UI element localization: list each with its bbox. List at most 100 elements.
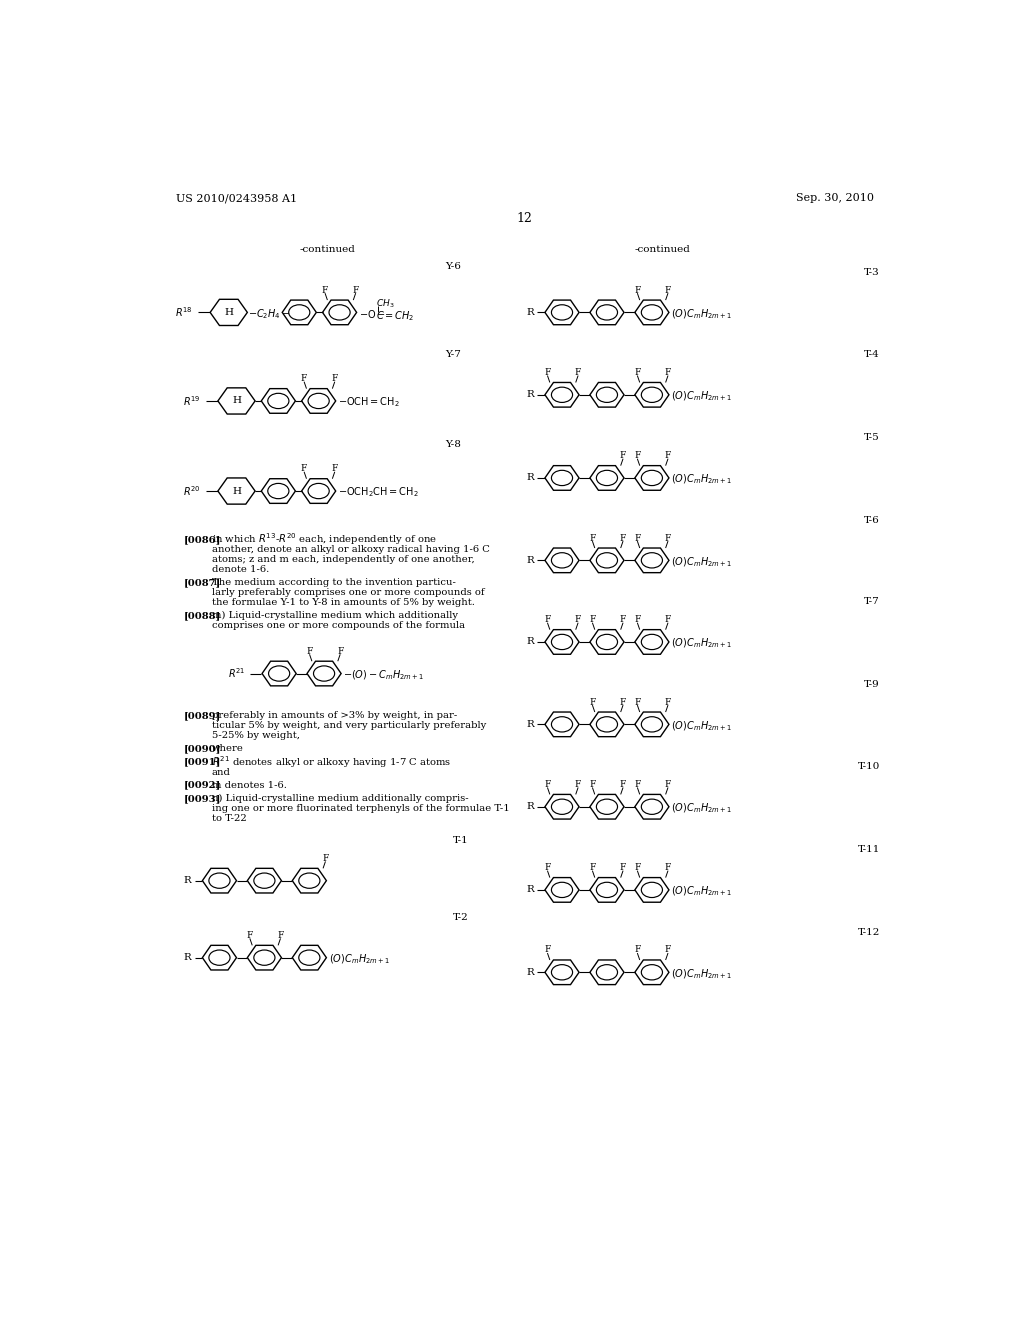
Text: $R^{21}$: $R^{21}$ xyxy=(227,667,245,680)
Text: R: R xyxy=(526,556,535,565)
Text: [0086]: [0086] xyxy=(183,535,221,544)
Text: larly preferably comprises one or more compounds of: larly preferably comprises one or more c… xyxy=(212,589,484,597)
Text: T-6: T-6 xyxy=(864,516,880,525)
Text: F: F xyxy=(589,533,596,543)
Text: F: F xyxy=(301,465,307,473)
Text: F: F xyxy=(620,615,627,624)
Text: F: F xyxy=(634,863,641,873)
Text: ing one or more fluorinated terphenyls of the formulae T-1: ing one or more fluorinated terphenyls o… xyxy=(212,804,510,813)
Text: [0093]: [0093] xyxy=(183,793,221,803)
Text: US 2010/0243958 A1: US 2010/0243958 A1 xyxy=(176,194,297,203)
Text: T-4: T-4 xyxy=(864,350,880,359)
Text: $-\mathrm{OCH}_2\mathrm{CH}{=}\mathrm{CH}_2$: $-\mathrm{OCH}_2\mathrm{CH}{=}\mathrm{CH… xyxy=(338,486,419,499)
Text: F: F xyxy=(634,615,641,624)
Text: F: F xyxy=(589,863,596,873)
Text: $(O)C_mH_{2m+1}$: $(O)C_mH_{2m+1}$ xyxy=(672,719,732,733)
Text: R: R xyxy=(183,876,191,886)
Text: F: F xyxy=(620,697,627,706)
Text: T-2: T-2 xyxy=(454,913,469,923)
Text: $(O)C_mH_{2m+1}$: $(O)C_mH_{2m+1}$ xyxy=(672,389,732,403)
Text: R: R xyxy=(526,886,535,895)
Text: $R^{20}$: $R^{20}$ xyxy=(183,484,201,498)
Text: Sep. 30, 2010: Sep. 30, 2010 xyxy=(796,194,873,203)
Text: F: F xyxy=(620,863,627,873)
Text: denote 1-6.: denote 1-6. xyxy=(212,565,269,574)
Text: F: F xyxy=(665,945,671,954)
Text: $(O)C_mH_{2m+1}$: $(O)C_mH_{2m+1}$ xyxy=(672,636,732,651)
Text: F: F xyxy=(337,647,343,656)
Text: comprises one or more compounds of the formula: comprises one or more compounds of the f… xyxy=(212,622,465,630)
Text: The medium according to the invention particu-: The medium according to the invention pa… xyxy=(212,578,456,587)
Text: [0090]: [0090] xyxy=(183,744,221,754)
Text: F: F xyxy=(545,863,551,873)
Text: $-C_2H_4-$: $-C_2H_4-$ xyxy=(248,308,291,321)
Text: F: F xyxy=(352,285,358,294)
Text: F: F xyxy=(545,945,551,954)
Text: F: F xyxy=(574,615,582,624)
Text: F: F xyxy=(665,615,671,624)
Text: F: F xyxy=(620,533,627,543)
Text: T-10: T-10 xyxy=(857,762,880,771)
Text: [0089]: [0089] xyxy=(183,711,221,721)
Text: F: F xyxy=(545,615,551,624)
Text: F: F xyxy=(634,533,641,543)
Text: F: F xyxy=(574,368,582,378)
Text: H: H xyxy=(224,308,233,317)
Text: F: F xyxy=(634,368,641,378)
Text: atoms; z and m each, independently of one another,: atoms; z and m each, independently of on… xyxy=(212,556,474,564)
Text: F: F xyxy=(589,780,596,789)
Text: F: F xyxy=(545,368,551,378)
Text: F: F xyxy=(589,615,596,624)
Text: [0092]: [0092] xyxy=(183,780,221,789)
Text: 12: 12 xyxy=(517,213,532,224)
Text: F: F xyxy=(634,945,641,954)
Text: F: F xyxy=(634,285,641,294)
Text: ticular 5% by weight, and very particularly preferably: ticular 5% by weight, and very particula… xyxy=(212,722,486,730)
Text: [0091]: [0091] xyxy=(183,758,221,767)
Text: $(O)C_mH_{2m+1}$: $(O)C_mH_{2m+1}$ xyxy=(672,556,732,569)
Text: F: F xyxy=(545,780,551,789)
Text: F: F xyxy=(665,533,671,543)
Text: F: F xyxy=(665,780,671,789)
Text: $-(O)-C_mH_{2m+1}$: $-(O)-C_mH_{2m+1}$ xyxy=(343,668,425,682)
Text: m denotes 1-6.: m denotes 1-6. xyxy=(212,780,287,789)
Text: R: R xyxy=(526,474,535,482)
Text: $(O)C_mH_{2m+1}$: $(O)C_mH_{2m+1}$ xyxy=(672,308,732,321)
Text: F: F xyxy=(665,863,671,873)
Text: T-7: T-7 xyxy=(864,598,880,606)
Text: F: F xyxy=(323,854,329,863)
Text: F: F xyxy=(322,285,329,294)
Text: -continued: -continued xyxy=(635,244,690,253)
Text: T-11: T-11 xyxy=(857,845,880,854)
Text: $CH_3$: $CH_3$ xyxy=(376,298,394,310)
Text: $-\mathrm{O}-$: $-\mathrm{O}-$ xyxy=(359,308,386,319)
Text: F: F xyxy=(306,647,312,656)
Text: $(O)C_mH_{2m+1}$: $(O)C_mH_{2m+1}$ xyxy=(672,884,732,898)
Text: preferably in amounts of >3% by weight, in par-: preferably in amounts of >3% by weight, … xyxy=(212,711,457,721)
Text: and: and xyxy=(212,768,230,776)
Text: R: R xyxy=(526,803,535,812)
Text: Y-7: Y-7 xyxy=(445,350,461,359)
Text: F: F xyxy=(634,697,641,706)
Text: F: F xyxy=(589,697,596,706)
Text: H: H xyxy=(232,487,241,495)
Text: m) Liquid-crystalline medium which additionally: m) Liquid-crystalline medium which addit… xyxy=(212,611,458,620)
Text: $R^{19}$: $R^{19}$ xyxy=(183,395,201,408)
Text: another, denote an alkyl or alkoxy radical having 1-6 C: another, denote an alkyl or alkoxy radic… xyxy=(212,545,489,554)
Text: $(O)C_mH_{2m+1}$: $(O)C_mH_{2m+1}$ xyxy=(672,968,732,981)
Text: F: F xyxy=(620,780,627,789)
Text: R: R xyxy=(526,719,535,729)
Text: F: F xyxy=(574,780,582,789)
Text: $-\mathrm{OCH}{=}\mathrm{CH}_2$: $-\mathrm{OCH}{=}\mathrm{CH}_2$ xyxy=(338,396,399,409)
Text: F: F xyxy=(247,931,253,940)
Text: in which $R^{13}$-$R^{20}$ each, independently of one: in which $R^{13}$-$R^{20}$ each, indepen… xyxy=(212,532,437,548)
Text: n) Liquid-crystalline medium additionally compris-: n) Liquid-crystalline medium additionall… xyxy=(212,793,468,803)
Text: H: H xyxy=(232,396,241,405)
Text: $R^{18}$: $R^{18}$ xyxy=(175,305,194,319)
Text: T-1: T-1 xyxy=(454,836,469,845)
Text: 5-25% by weight,: 5-25% by weight, xyxy=(212,731,300,741)
Text: -continued: -continued xyxy=(300,244,356,253)
Text: R: R xyxy=(526,391,535,399)
Text: to T-22: to T-22 xyxy=(212,814,247,822)
Text: F: F xyxy=(620,451,627,461)
